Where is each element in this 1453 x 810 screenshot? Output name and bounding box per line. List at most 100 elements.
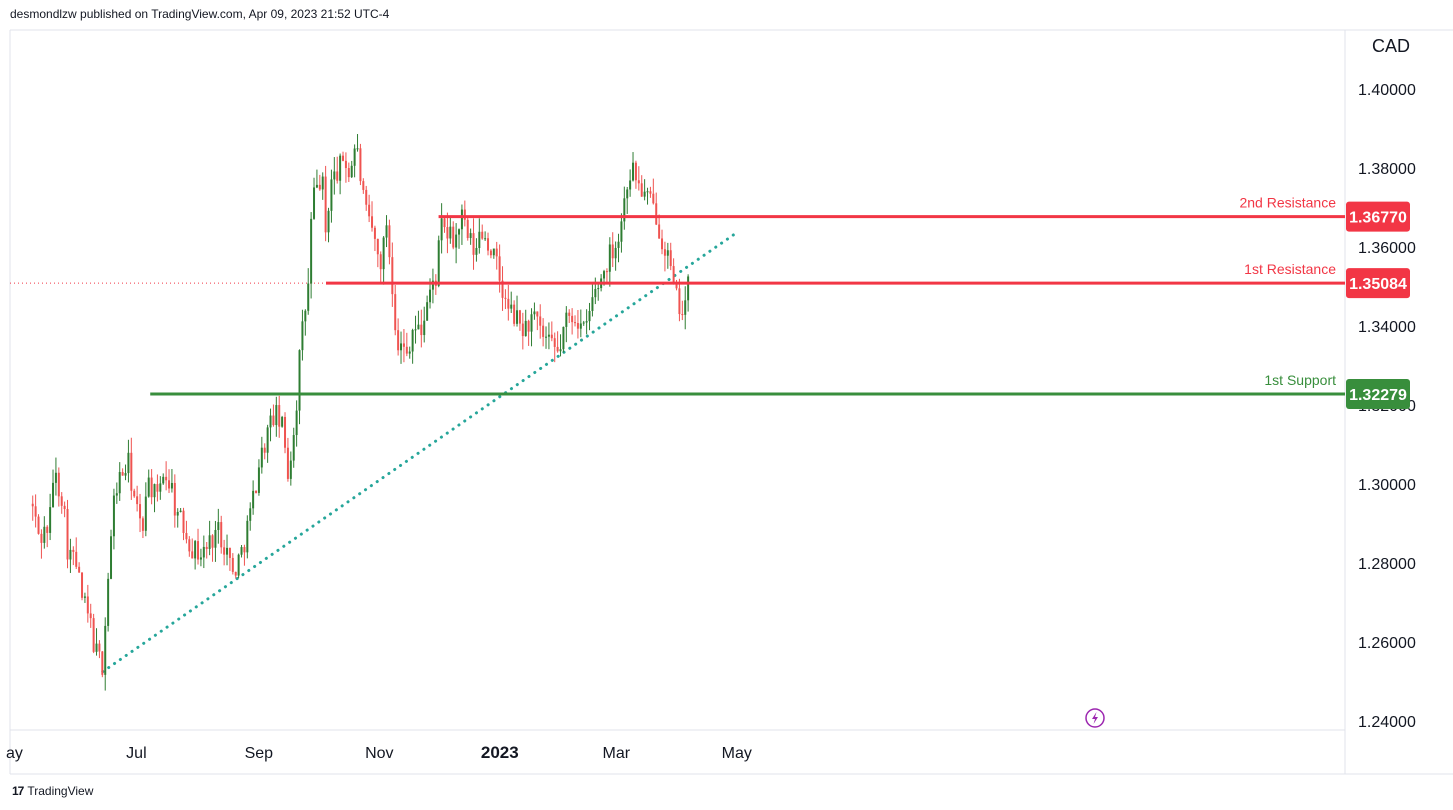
candle-body [518,310,521,324]
candle-body [547,334,550,337]
candle-body [542,325,545,337]
candle-body [576,323,579,329]
candle-body [458,229,461,235]
candle-body [191,551,194,559]
candle-body [510,304,513,309]
candle-body [139,504,142,519]
candle-body [562,326,565,350]
candle-body [318,184,321,190]
price-tick-label: 1.40000 [1358,82,1416,99]
candle-body [37,516,40,534]
candle-body [43,526,46,543]
candle-body [429,289,432,303]
candle-body [101,651,104,675]
candle-body [89,613,92,619]
price-tick-label: 1.26000 [1358,635,1416,652]
candle-body [661,238,664,250]
candle-body [237,554,240,576]
candle-body [666,250,669,256]
candle-body [565,312,568,327]
time-tick-label: Nov [365,745,393,762]
candle-body [359,148,362,182]
time-tick-label: 2023 [481,743,519,762]
candle-body [92,618,95,652]
candle-body [197,541,200,560]
candle-body [272,415,275,426]
candle-body [292,435,295,461]
candle-body [185,532,188,540]
candle-body [327,210,330,233]
candle-body [478,231,481,249]
candle-body [588,310,591,322]
level-price-tag [1346,378,1410,409]
publisher-caption: desmondlzw published on TradingView.com,… [10,7,390,21]
candle-body [353,148,356,166]
candle-body [78,566,81,573]
candle-body [571,315,574,323]
candle-body [231,557,234,572]
candle-body [553,338,556,347]
candle-body [202,546,205,558]
candle-body [275,405,278,426]
candle-body [313,187,316,219]
candle-body [83,596,86,598]
candle-body [147,477,150,497]
time-axis[interactable]: ay Jul Sep Nov 2023 Mar May [6,743,752,762]
candle-body [75,551,78,567]
candle-body [133,490,136,497]
candle-body [289,460,292,479]
candle-body [199,557,202,560]
candle-body [124,473,127,476]
candle-body [405,346,408,354]
brand-name: TradingView [27,784,94,798]
candle-body [179,510,182,512]
price-tick-label: 1.34000 [1358,319,1416,336]
candle-body [315,184,318,188]
candle-body [498,256,501,281]
candle-body [400,343,403,351]
candle-body [533,311,536,315]
candle-body [52,482,55,508]
candle-body [446,227,449,239]
candle-body [414,329,417,331]
candle-body [54,472,57,483]
candle-body [66,509,69,560]
time-tick-label: Jul [126,745,146,762]
candle-body [443,218,446,228]
price-tick-label: 1.38000 [1358,161,1416,178]
candle-body [385,225,388,238]
footer: 17 TradingView [12,784,93,798]
candle-body [266,427,269,453]
candle-body [127,452,130,474]
candle-body [675,282,678,289]
candle-body [121,472,124,476]
candle-body [336,171,339,181]
candle-body [223,547,226,555]
candle-body [159,483,162,492]
levels[interactable]: 2nd Resistance 1.36770 1st Resistance 1.350… [150,195,1410,409]
candle-body [165,476,168,481]
level-price-tag-text: 1.35084 [1349,276,1407,293]
trendline[interactable] [101,232,737,674]
candle-body [539,316,542,326]
candle-body [582,322,585,324]
candle-body [356,148,359,150]
candle-body [617,241,620,248]
candle-body [402,343,405,347]
dotted-trendline[interactable] [101,232,737,674]
candle-body [658,224,661,239]
candle-body [524,320,527,337]
candle-body [217,522,220,530]
candle-body [678,288,681,315]
candle-body [634,162,637,181]
time-tick-label: ay [6,745,23,762]
candle-body [34,506,37,517]
candle-body [118,472,121,494]
candle-body [536,311,539,317]
lightning-icon[interactable] [1085,708,1105,728]
candle-body [60,496,63,506]
candle-body [466,219,469,239]
candle-body [397,330,400,351]
candle-body [211,535,214,548]
